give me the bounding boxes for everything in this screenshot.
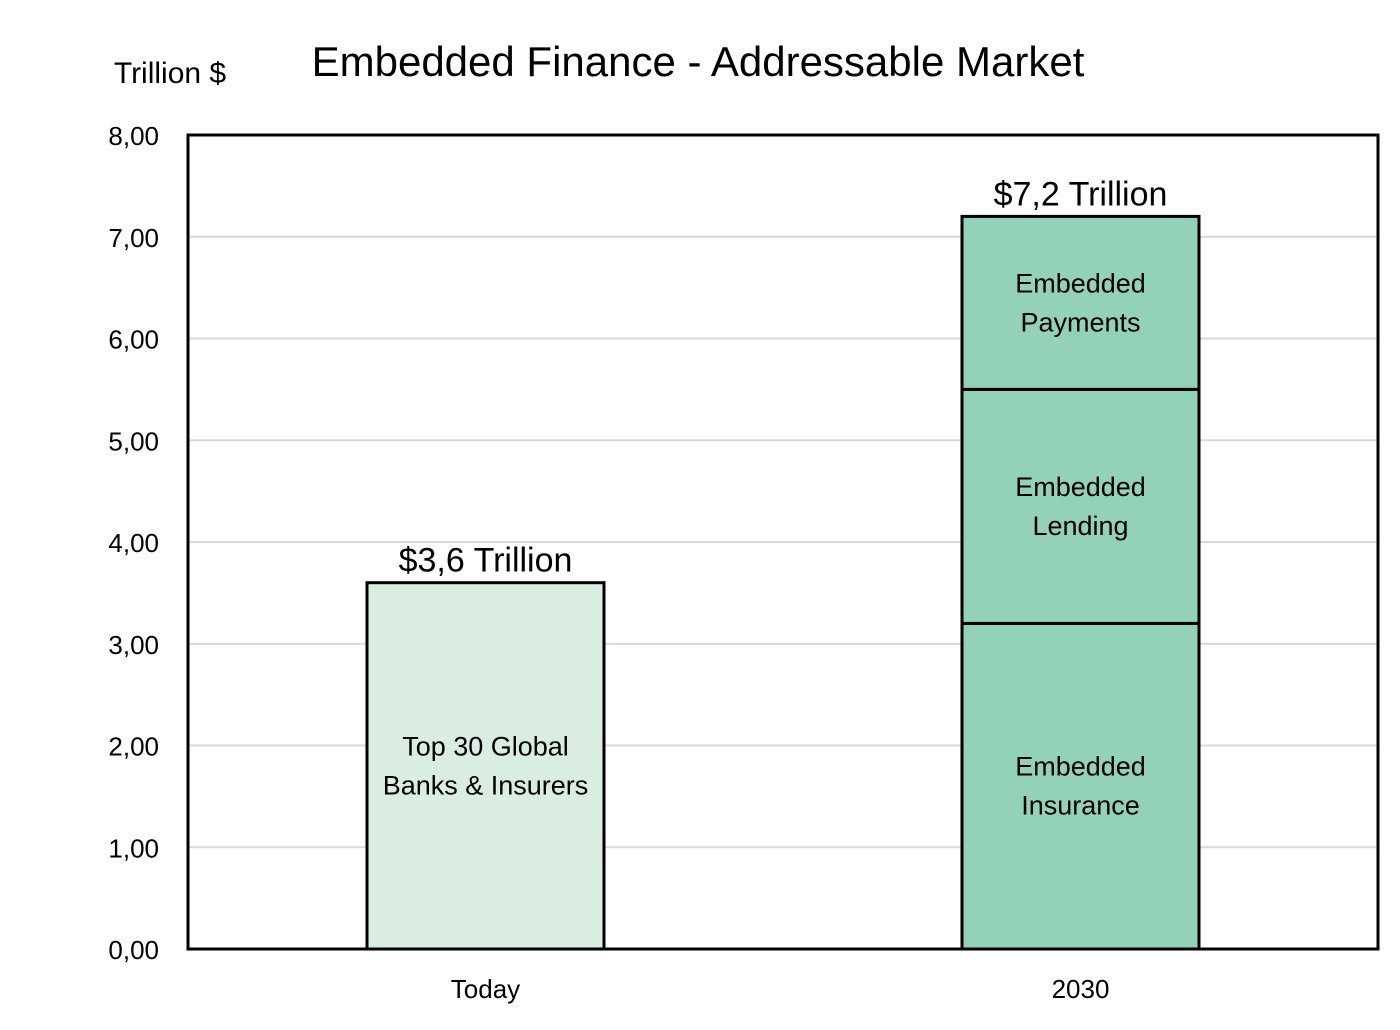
x-tick-labels: Today 2030 xyxy=(451,974,1110,1004)
y-tick-label: 1,00 xyxy=(108,833,159,863)
segment-label: Embedded xyxy=(1015,268,1146,298)
y-axis-label: Trillion $ xyxy=(114,57,227,90)
x-tick-label: Today xyxy=(451,974,520,1004)
y-tick-label: 5,00 xyxy=(108,426,159,456)
bar-segment xyxy=(960,387,1201,625)
plot-frame xyxy=(186,133,1380,951)
bars: Top 30 Global Banks & Insurers $3,6 Trilli… xyxy=(365,175,1201,951)
bar-total-label: $3,6 Trillion xyxy=(399,542,573,580)
y-tick-label: 3,00 xyxy=(108,630,159,660)
y-tick-label: 4,00 xyxy=(108,528,159,558)
bar-segment xyxy=(960,621,1201,951)
y-tick-label: 7,00 xyxy=(108,223,159,253)
y-tick-labels: 0,00 1,00 2,00 3,00 4,00 5,00 6,00 7,00 8,00 xyxy=(108,121,159,965)
segment-label: Payments xyxy=(1020,307,1140,337)
y-tick-label: 8,00 xyxy=(108,121,159,151)
segment-label: Lending xyxy=(1032,511,1128,541)
segment-label: Embedded xyxy=(1015,752,1146,782)
segment-label: Banks & Insurers xyxy=(383,770,589,800)
y-tick-label: 2,00 xyxy=(108,732,159,762)
segment-label: Insurance xyxy=(1021,791,1140,821)
x-tick-label: 2030 xyxy=(1052,974,1110,1004)
y-tick-label: 0,00 xyxy=(108,935,159,965)
bar-total-label: $7,2 Trillion xyxy=(994,175,1168,213)
y-tick-label: 6,00 xyxy=(108,325,159,355)
segment-label: Embedded xyxy=(1015,472,1146,502)
bar-segment xyxy=(960,214,1201,391)
bar-segment xyxy=(365,581,606,951)
chart-title: Embedded Finance - Addressable Market xyxy=(312,38,1085,85)
segment-label: Top 30 Global xyxy=(402,731,569,761)
